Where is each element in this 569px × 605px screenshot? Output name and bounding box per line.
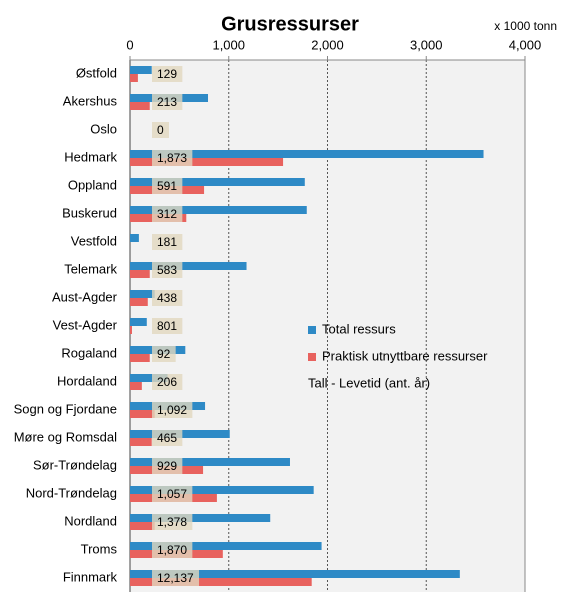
lifetime-box bbox=[152, 346, 176, 362]
bar bbox=[130, 382, 142, 390]
lifetime-box bbox=[152, 290, 183, 306]
y-tick-label: Troms bbox=[81, 541, 118, 556]
x-tick-label: 0 bbox=[126, 37, 133, 52]
lifetime-box bbox=[152, 318, 183, 334]
bar bbox=[130, 102, 150, 110]
y-tick-label: Oslo bbox=[90, 121, 117, 136]
unit-label: x 1000 tonn bbox=[494, 19, 557, 33]
lifetime-label: 0 bbox=[157, 123, 164, 137]
y-tick-label: Finnmark bbox=[63, 569, 118, 584]
y-tick-label: Nord-Trøndelag bbox=[26, 485, 117, 500]
lifetime-label: 92 bbox=[157, 347, 171, 361]
bar bbox=[130, 298, 148, 306]
legend-label: Tall - Levetid (ant. år) bbox=[308, 375, 430, 390]
lifetime-box bbox=[152, 206, 183, 222]
lifetime-label: 591 bbox=[157, 179, 177, 193]
lifetime-box bbox=[152, 486, 193, 502]
lifetime-box bbox=[152, 178, 183, 194]
lifetime-box bbox=[152, 262, 183, 278]
lifetime-label: 1,870 bbox=[157, 543, 187, 557]
lifetime-box bbox=[152, 94, 183, 110]
lifetime-box bbox=[152, 374, 183, 390]
y-tick-label: Hordaland bbox=[57, 373, 117, 388]
chart-title: Grusressurser bbox=[221, 13, 359, 35]
bar bbox=[130, 158, 284, 166]
lifetime-box bbox=[152, 66, 183, 82]
lifetime-label: 181 bbox=[157, 235, 177, 249]
y-tick-label: Rogaland bbox=[61, 345, 117, 360]
y-tick-label: Østfold bbox=[76, 65, 117, 80]
lifetime-label: 438 bbox=[157, 291, 177, 305]
lifetime-label: 206 bbox=[157, 375, 177, 389]
lifetime-box bbox=[152, 234, 183, 250]
lifetime-label: 1,057 bbox=[157, 487, 187, 501]
x-tick-label: 1,000 bbox=[212, 37, 245, 52]
bar bbox=[130, 570, 460, 578]
y-tick-label: Nordland bbox=[64, 513, 117, 528]
bar bbox=[130, 354, 150, 362]
y-tick-label: Vest-Agder bbox=[53, 317, 118, 332]
legend-swatch bbox=[308, 353, 316, 361]
lifetime-label: 801 bbox=[157, 319, 177, 333]
bar bbox=[130, 206, 307, 214]
y-tick-label: Vestfold bbox=[71, 233, 117, 248]
bar bbox=[130, 150, 484, 158]
lifetime-box bbox=[152, 430, 183, 446]
bar bbox=[130, 262, 247, 270]
bar bbox=[130, 270, 150, 278]
lifetime-label: 129 bbox=[157, 67, 177, 81]
lifetime-label: 1,092 bbox=[157, 403, 187, 417]
bar bbox=[130, 438, 152, 446]
lifetime-label: 583 bbox=[157, 263, 177, 277]
y-tick-label: Hedmark bbox=[64, 149, 117, 164]
bar bbox=[130, 486, 314, 494]
lifetime-label: 1,873 bbox=[157, 151, 187, 165]
legend-label: Total ressurs bbox=[322, 321, 396, 336]
bar bbox=[130, 234, 139, 242]
bar bbox=[130, 522, 155, 530]
bar bbox=[130, 458, 290, 466]
bar bbox=[130, 514, 271, 522]
y-tick-label: Aust-Agder bbox=[52, 289, 118, 304]
y-tick-label: Sør-Trøndelag bbox=[33, 457, 117, 472]
lifetime-label: 213 bbox=[157, 95, 177, 109]
y-tick-label: Buskerud bbox=[62, 205, 117, 220]
y-tick-label: Møre og Romsdal bbox=[14, 429, 117, 444]
lifetime-box bbox=[152, 150, 193, 166]
lifetime-label: 12,137 bbox=[157, 571, 194, 585]
bar bbox=[130, 410, 155, 418]
lifetime-label: 929 bbox=[157, 459, 177, 473]
x-tick-label: 2,000 bbox=[311, 37, 344, 52]
bar bbox=[130, 290, 155, 298]
legend-swatch bbox=[308, 326, 316, 334]
lifetime-box bbox=[152, 570, 200, 586]
y-tick-label: Telemark bbox=[64, 261, 117, 276]
lifetime-box bbox=[152, 402, 193, 418]
y-tick-label: Oppland bbox=[68, 177, 117, 192]
lifetime-box bbox=[152, 458, 183, 474]
y-tick-label: Sogn og Fjordane bbox=[14, 401, 117, 416]
bar bbox=[130, 318, 147, 326]
x-tick-label: 4,000 bbox=[509, 37, 542, 52]
lifetime-label: 312 bbox=[157, 207, 177, 221]
bar bbox=[130, 178, 305, 186]
y-tick-label: Akershus bbox=[63, 93, 118, 108]
bar bbox=[130, 74, 138, 82]
bar bbox=[130, 578, 312, 586]
lifetime-label: 465 bbox=[157, 431, 177, 445]
bar bbox=[130, 66, 152, 74]
lifetime-box bbox=[152, 122, 169, 138]
x-tick-label: 3,000 bbox=[410, 37, 443, 52]
bar bbox=[130, 326, 132, 334]
lifetime-box bbox=[152, 514, 193, 530]
legend-label: Praktisk utnyttbare ressurser bbox=[322, 348, 488, 363]
lifetime-label: 1,378 bbox=[157, 515, 187, 529]
bar bbox=[130, 542, 322, 550]
lifetime-box bbox=[152, 542, 193, 558]
bar bbox=[130, 374, 168, 382]
